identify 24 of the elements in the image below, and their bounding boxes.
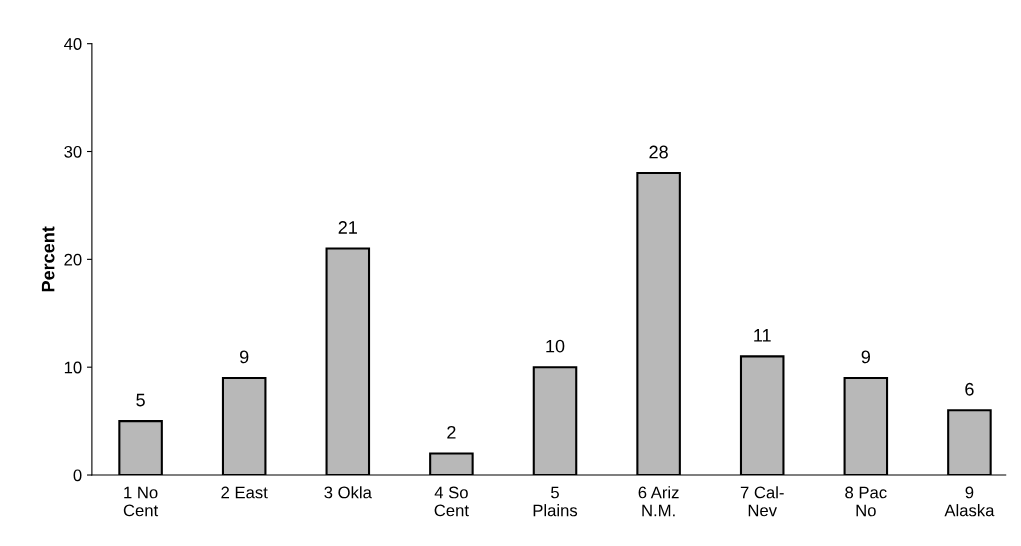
x-tick-label: 5 Plains [533,486,578,517]
y-tick-label: 20 [64,253,82,266]
data-label: 10 [546,339,565,353]
x-tick-label: 4 So Cent [434,486,469,517]
data-label: 11 [754,329,771,342]
y-axis-title: Percent [41,226,55,292]
data-label: 5 [136,393,145,407]
data-label: 9 [240,350,249,364]
x-tick-label: 7 Cal- Nev [740,486,784,517]
x-tick-label: 9 Alaska [944,486,995,517]
data-label: 2 [447,425,456,439]
data-label: 9 [861,350,870,364]
data-label: 6 [965,382,974,396]
y-tick-label: 10 [64,361,82,374]
x-tick-label: 8 Pac No [845,486,887,517]
y-tick-label: 30 [64,145,82,158]
data-label: 21 [338,221,357,234]
data-label: 28 [649,145,668,159]
x-tick-label: 2 East [221,486,268,499]
x-tick-label: 1 No Cent [123,486,159,517]
x-tick-label: 3 Okla [324,486,372,499]
y-tick-label: 40 [64,38,82,50]
y-tick-label: 0 [73,469,82,482]
x-tick-label: 6 Ariz N.M. [638,486,679,517]
